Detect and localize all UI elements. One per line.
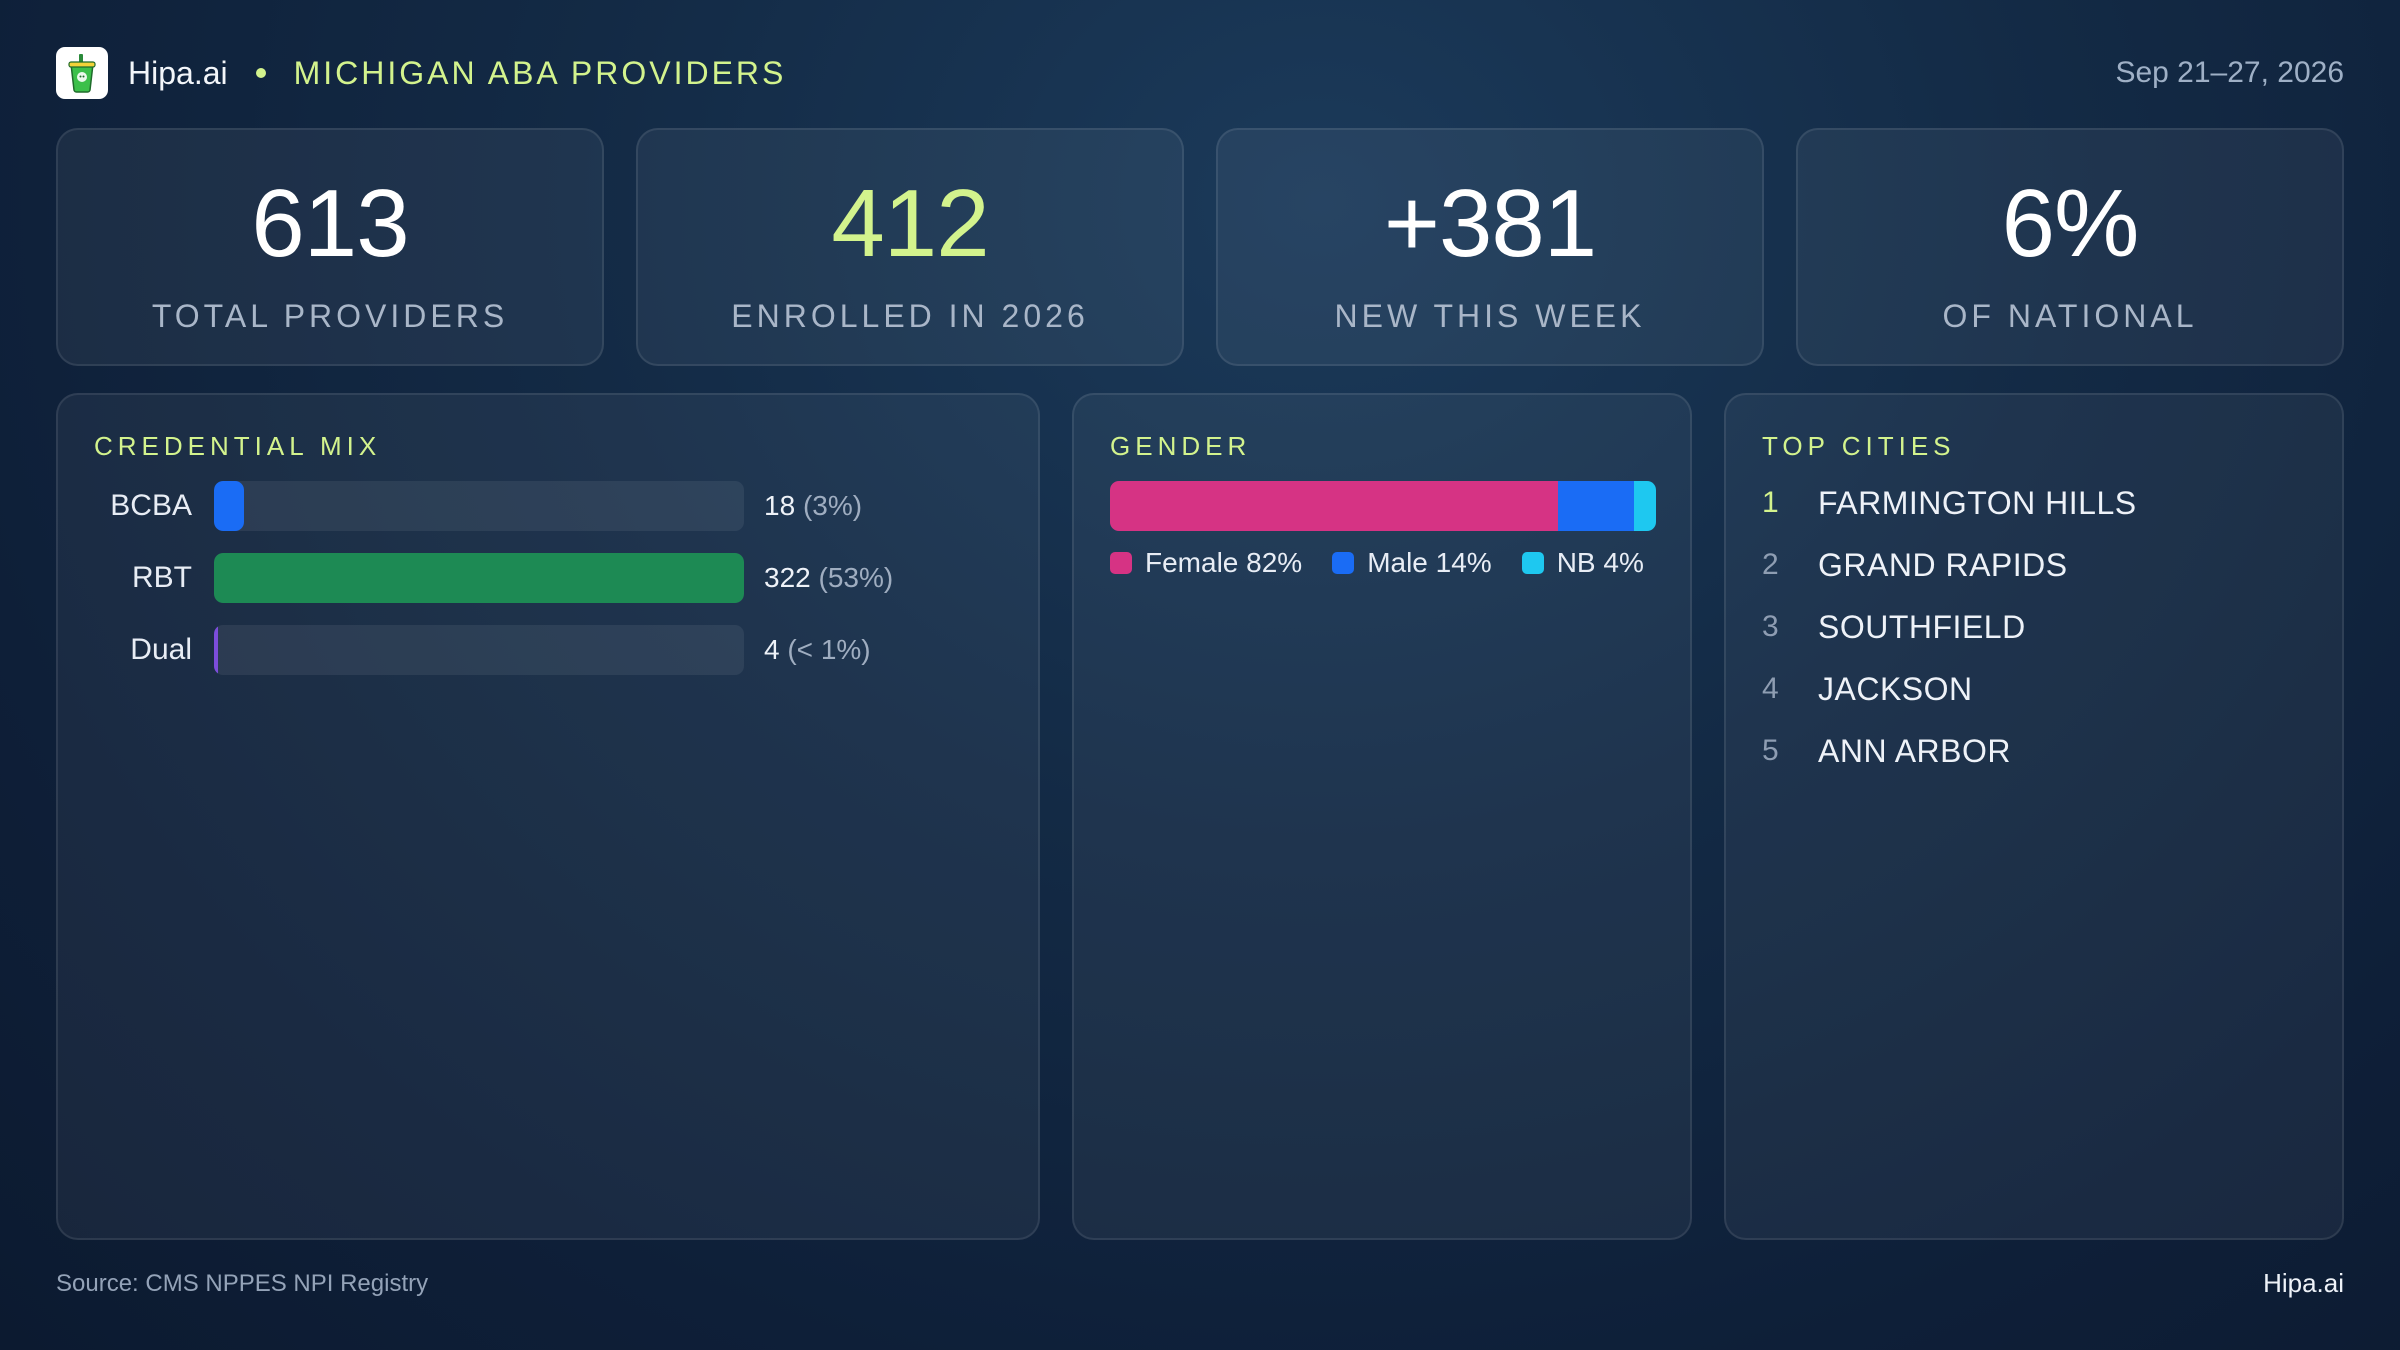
city-list-item: 2 GRAND RAPIDS [1762,541,2068,589]
credential-count: 4 [764,634,780,665]
credential-percent: (3%) [802,490,863,521]
credential-row-bcba: BCBA 18 (3%) [58,481,1038,531]
credential-bar-fill [214,625,219,675]
credential-bar-track [214,481,744,531]
brand-name: Hipa.ai [128,54,228,91]
kpi-card-new-this-week: +381 NEW THIS WEEK [1216,128,1764,366]
credential-bar-fill [214,481,244,531]
legend-item-female: Female 82% [1110,547,1302,579]
credential-mix-panel: CREDENTIAL MIX BCBA 18 (3%) RBT 322 (53%… [56,393,1040,1240]
kpi-value: 6% [2001,170,2140,277]
legend-swatch [1332,552,1355,574]
city-name: SOUTHFIELD [1818,608,2026,645]
city-rank: 1 [1762,486,1779,519]
city-list-item: 1 FARMINGTON HILLS [1762,479,2137,527]
city-list-item: 3 SOUTHFIELD [1762,603,2026,651]
city-name: JACKSON [1818,670,1973,707]
footer-brand: Hipa.ai [2263,1268,2344,1298]
city-name: FARMINGTON HILLS [1818,484,2137,521]
credential-percent: (53%) [818,562,894,593]
credential-bar-fill [214,553,744,603]
source-note: Source: CMS NPPES NPI Registry [56,1270,429,1297]
credential-value: 4 (< 1%) [764,625,871,675]
legend-label: Female 82% [1145,547,1303,578]
city-rank: 5 [1762,734,1779,767]
panel-title: CREDENTIAL MIX [94,431,382,461]
kpi-row: 613 TOTAL PROVIDERS 412 ENROLLED IN 2026… [56,128,2344,366]
credential-row-rbt: RBT 322 (53%) [58,553,1038,603]
panel-title: GENDER [1110,431,1252,461]
header: Hipa.ai MICHIGAN ABA PROVIDERS Sep 21–27… [56,47,2344,99]
gender-panel: GENDER Female 82% Male 14% NB 4% [1072,393,1692,1240]
gender-legend: Female 82% Male 14% NB 4% [1110,547,1674,579]
legend-item-nb: NB 4% [1521,547,1644,579]
gender-segment-nb [1634,481,1656,531]
kpi-label: OF NATIONAL [1942,298,2198,334]
credential-name: Dual [130,633,192,666]
city-name: ANN ARBOR [1818,732,2011,769]
kpi-value: 613 [251,170,409,277]
credential-value: 18 (3%) [764,481,862,531]
credential-value: 322 (53%) [764,553,893,603]
kpi-card-enrolled: 412 ENROLLED IN 2026 [636,128,1184,366]
kpi-card-of-national: 6% OF NATIONAL [1796,128,2344,366]
credential-bar-track [214,625,744,675]
kpi-label: NEW THIS WEEK [1334,298,1646,334]
date-range: Sep 21–27, 2026 [2115,56,2344,89]
credential-name: BCBA [110,489,192,522]
kpi-label: TOTAL PROVIDERS [151,298,509,334]
kpi-value: 412 [831,170,989,277]
kpi-card-total-providers: 613 TOTAL PROVIDERS [56,128,604,366]
cup-icon [56,47,108,99]
city-list-item: 5 ANN ARBOR [1762,727,2011,775]
top-cities-panel: TOP CITIES 1 FARMINGTON HILLS 2 GRAND RA… [1724,393,2344,1240]
credential-bar-track [214,553,744,603]
gender-segment-male [1557,481,1635,531]
credential-name: RBT [132,561,192,594]
city-rank: 4 [1762,672,1779,705]
separator-dot [255,68,266,78]
kpi-value: +381 [1383,170,1597,277]
city-list-item: 4 JACKSON [1762,665,1973,713]
city-rank: 3 [1762,610,1779,643]
kpi-label: ENROLLED IN 2026 [731,298,1089,334]
legend-item-male: Male 14% [1332,547,1492,579]
legend-swatch [1521,552,1544,574]
credential-row-dual: Dual 4 (< 1%) [58,625,1038,675]
legend-label: Male 14% [1367,547,1492,578]
gender-stacked-bar [1110,481,1656,531]
panel-title: TOP CITIES [1762,431,1956,461]
legend-swatch [1110,552,1132,574]
credential-count: 322 [764,562,811,593]
dashboard-subtitle: MICHIGAN ABA PROVIDERS [293,54,787,91]
gender-segment-female [1110,481,1558,531]
credential-count: 18 [764,490,796,521]
city-name: GRAND RAPIDS [1818,546,2068,583]
credential-percent: (< 1%) [787,634,871,665]
legend-label: NB 4% [1556,547,1644,578]
city-rank: 2 [1762,548,1779,581]
